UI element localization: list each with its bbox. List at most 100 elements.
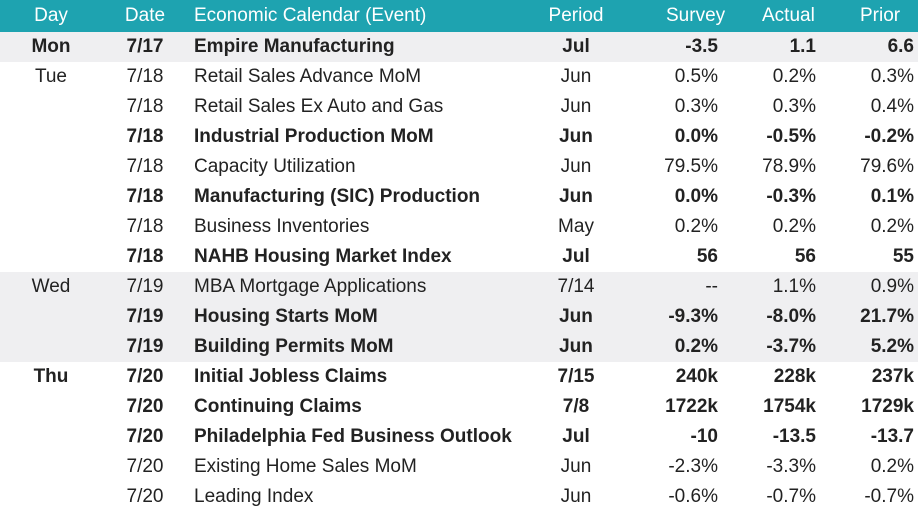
header-survey: Survey xyxy=(666,5,726,26)
cell-event: Manufacturing (SIC) Production xyxy=(194,186,481,207)
cell-actual: -3.7% xyxy=(722,332,820,362)
cell-day xyxy=(0,92,102,122)
cell-date: 7/19 xyxy=(102,332,188,362)
cell-prior: 0.1% xyxy=(870,186,914,207)
table-row: 7/18 NAHB Housing Market Index Jul 56 56 55 xyxy=(0,242,918,272)
cell-period: Jun xyxy=(559,126,593,147)
cell-date: 7/20 xyxy=(126,456,164,477)
cell-survey: -9.3% xyxy=(626,302,722,332)
cell-event: Philadelphia Fed Business Outlook xyxy=(194,426,512,447)
cell-day xyxy=(0,422,102,452)
cell-event: Industrial Production MoM xyxy=(194,126,434,147)
cell-period: Jul xyxy=(562,246,590,267)
table-row: Mon 7/17 Empire Manufacturing Jul -3.5 1.1 6.6 xyxy=(0,32,918,62)
cell-date: 7/19 xyxy=(102,272,188,302)
cell-prior: 0.2% xyxy=(870,216,914,237)
cell-day xyxy=(0,242,102,272)
cell-period: 7/15 xyxy=(557,366,595,387)
cell-survey: 79.5% xyxy=(664,156,718,177)
cell-survey: -0.6% xyxy=(668,486,718,507)
cell-event: Empire Manufacturing xyxy=(188,32,526,62)
table-row: 7/18 Manufacturing (SIC) Production Jun 0.0… xyxy=(0,182,918,212)
cell-period: 7/8 xyxy=(562,396,590,417)
cell-event: Continuing Claims xyxy=(194,396,362,417)
cell-period: May xyxy=(558,216,594,237)
cell-survey: -- xyxy=(626,272,722,302)
cell-period: Jun xyxy=(560,96,592,117)
cell-prior: 21.7% xyxy=(820,302,918,332)
cell-prior: 1729k xyxy=(861,396,914,417)
cell-date: 7/18 xyxy=(126,216,164,237)
cell-actual: 0.2% xyxy=(772,66,816,87)
table-row: 7/20 Leading Index Jun -0.6% -0.7% -0.7% xyxy=(0,482,918,512)
cell-prior: 79.6% xyxy=(860,156,914,177)
cell-event: Business Inventories xyxy=(194,216,370,237)
header-day: Day xyxy=(34,5,68,26)
cell-date: 7/18 xyxy=(126,66,164,87)
cell-actual: 1.1 xyxy=(722,32,820,62)
header-actual: Actual xyxy=(762,5,815,26)
cell-actual: 1754k xyxy=(763,396,816,417)
cell-prior: 6.6 xyxy=(820,32,918,62)
cell-survey: 0.2% xyxy=(626,332,722,362)
cell-actual: 78.9% xyxy=(762,156,816,177)
table-row: Thu 7/20 Initial Jobless Claims 7/15 240k 228… xyxy=(0,362,918,392)
cell-period: Jun xyxy=(560,456,592,477)
table-row: Wed 7/19 MBA Mortgage Applications 7/14 -- 1.… xyxy=(0,272,918,302)
cell-event: Building Permits MoM xyxy=(188,332,526,362)
cell-actual: -0.3% xyxy=(766,186,816,207)
cell-actual: -3.3% xyxy=(766,456,816,477)
cell-day xyxy=(0,212,102,242)
cell-survey: 56 xyxy=(696,246,718,267)
cell-event: Existing Home Sales MoM xyxy=(194,456,417,477)
cell-period: Jun xyxy=(560,486,592,507)
cell-period: Jun xyxy=(559,186,593,207)
cell-survey: 240k xyxy=(675,366,718,387)
cell-event: Housing Starts MoM xyxy=(188,302,526,332)
cell-day xyxy=(0,182,102,212)
cell-actual: 0.3% xyxy=(772,96,816,117)
table-row: 7/20 Existing Home Sales MoM Jun -2.3% -3.3%… xyxy=(0,452,918,482)
table-row: Tue 7/18 Retail Sales Advance MoM Jun 0.5% 0.… xyxy=(0,62,918,92)
cell-survey: 0.0% xyxy=(674,126,718,147)
cell-event: MBA Mortgage Applications xyxy=(188,272,526,302)
cell-day: Mon xyxy=(0,32,102,62)
cell-prior: 0.2% xyxy=(870,456,914,477)
cell-date: 7/18 xyxy=(126,186,164,207)
table-row: 7/18 Retail Sales Ex Auto and Gas Jun 0.3% 0… xyxy=(0,92,918,122)
cell-survey: 0.5% xyxy=(674,66,718,87)
cell-survey: 0.2% xyxy=(674,216,718,237)
cell-event: Leading Index xyxy=(194,486,314,507)
cell-period: 7/14 xyxy=(526,272,626,302)
cell-actual: 1.1% xyxy=(722,272,820,302)
cell-prior: 0.4% xyxy=(870,96,914,117)
cell-prior: 0.9% xyxy=(820,272,918,302)
cell-date: 7/18 xyxy=(126,246,164,267)
table-row: 7/18 Industrial Production MoM Jun 0.0% -0.5… xyxy=(0,122,918,152)
cell-date: 7/20 xyxy=(126,396,164,417)
cell-prior: 237k xyxy=(871,366,914,387)
cell-day: Thu xyxy=(33,366,69,387)
cell-day: Wed xyxy=(0,272,102,302)
cell-survey: -2.3% xyxy=(668,456,718,477)
cell-date: 7/19 xyxy=(102,302,188,332)
header-row: Day Date Economic Calendar (Event) Perio… xyxy=(0,0,918,32)
header-date: Date xyxy=(124,5,166,26)
cell-actual: 228k xyxy=(773,366,816,387)
cell-survey: -3.5 xyxy=(626,32,722,62)
cell-date: 7/18 xyxy=(126,126,164,147)
cell-date: 7/20 xyxy=(126,366,164,387)
cell-actual: -0.7% xyxy=(766,486,816,507)
cell-event: Initial Jobless Claims xyxy=(194,366,388,387)
cell-period: Jul xyxy=(562,426,590,447)
cell-date: 7/18 xyxy=(126,156,164,177)
cell-period: Jun xyxy=(560,156,592,177)
cell-day xyxy=(0,122,102,152)
cell-event: Retail Sales Advance MoM xyxy=(194,66,422,87)
cell-actual: -13.5 xyxy=(772,426,816,447)
cell-actual: 56 xyxy=(794,246,816,267)
table-row: 7/20 Philadelphia Fed Business Outlook Jul… xyxy=(0,422,918,452)
header-event: Economic Calendar (Event) xyxy=(194,5,427,26)
cell-prior: 0.3% xyxy=(870,66,914,87)
